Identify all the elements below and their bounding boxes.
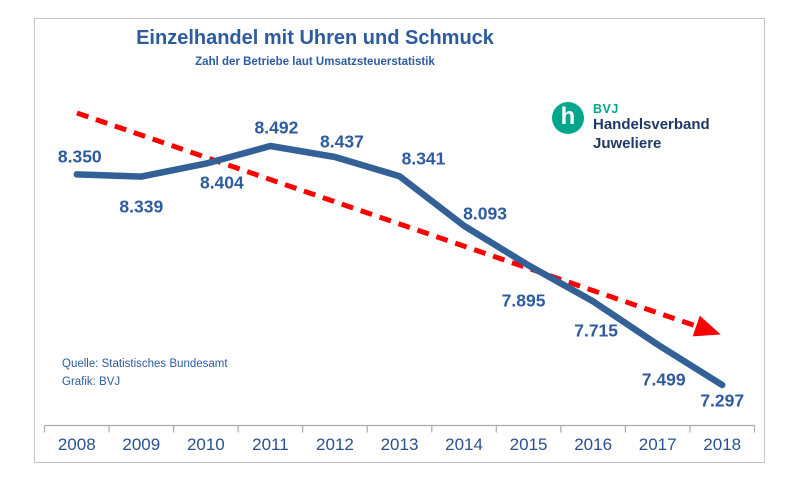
logo-name-line1: Handelsverband [593, 116, 710, 133]
x-tick-label-2016: 2016 [574, 435, 613, 454]
x-tick-label-2010: 2010 [186, 435, 225, 454]
data-label-2009: 8.339 [119, 196, 164, 217]
x-tick-label-2015: 2015 [509, 435, 548, 454]
graphic-credit-line: Grafik: BVJ [62, 375, 121, 388]
bvj-logo-text: BVJ Handelsverband Juweliere [593, 102, 710, 154]
data-label-2010: 8.404 [199, 172, 244, 193]
logo-abbr: BVJ [593, 102, 619, 116]
x-tick-label-2009: 2009 [122, 435, 161, 454]
source-note: Quelle: Statistisches Bundesamt Grafik: … [62, 356, 228, 392]
chart-subtitle: Zahl der Betriebe laut Umsatzsteuerstati… [195, 56, 435, 68]
bvj-logo-letter: h [560, 102, 576, 130]
x-tick-label-2017: 2017 [638, 435, 677, 454]
data-label-2014: 8.093 [463, 203, 507, 224]
bvj-logo: h BVJ Handelsverband Juweliere [552, 102, 710, 154]
bvj-logo-icon: h [552, 102, 584, 134]
source-line: Quelle: Statistisches Bundesamt [62, 358, 228, 370]
data-label-2015: 7.895 [501, 290, 546, 311]
data-label-2011: 8.492 [254, 117, 299, 138]
logo-name-line2: Juweliere [593, 134, 662, 152]
x-tick-label-2008: 2008 [57, 435, 96, 454]
trend-arrow [76, 110, 721, 337]
data-label-2016: 7.715 [574, 320, 619, 341]
x-tick-label-2012: 2012 [316, 435, 354, 454]
data-label-2008: 8.350 [57, 146, 102, 167]
x-tick-label-2014: 2014 [445, 435, 483, 454]
series-line [73, 142, 726, 389]
data-label-2012: 8.437 [320, 131, 364, 152]
data-label-2013: 8.341 [401, 148, 446, 169]
data-label-2018: 7.297 [700, 390, 745, 411]
x-tick-label-2013: 2013 [380, 435, 419, 454]
data-label-2017: 7.499 [641, 369, 686, 390]
x-tick-label-2011: 2011 [252, 435, 289, 454]
x-axis [43, 424, 756, 433]
chart-title: Einzelhandel mit Uhren und Schmuck [136, 27, 494, 49]
chart-frame [34, 18, 765, 463]
x-tick-label-2018: 2018 [703, 435, 742, 454]
